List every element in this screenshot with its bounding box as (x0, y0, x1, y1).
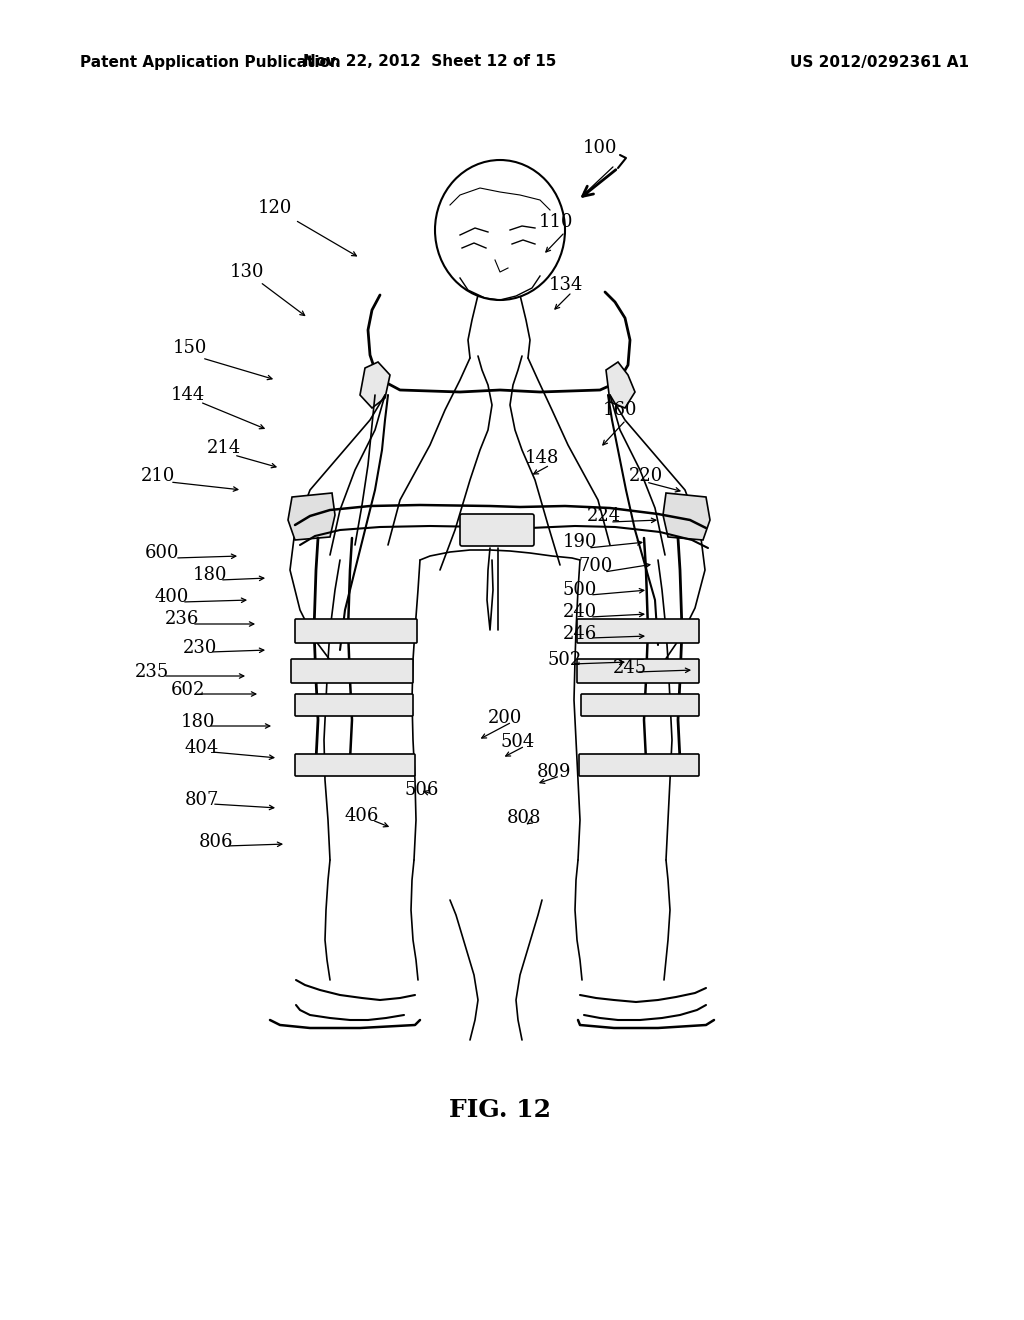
FancyBboxPatch shape (291, 659, 413, 682)
Text: 809: 809 (537, 763, 571, 781)
Text: 110: 110 (539, 213, 573, 231)
Text: 502: 502 (548, 651, 582, 669)
Polygon shape (288, 492, 335, 540)
FancyBboxPatch shape (295, 754, 415, 776)
Text: 236: 236 (165, 610, 200, 628)
Text: 246: 246 (563, 624, 597, 643)
Text: 245: 245 (613, 659, 647, 677)
Ellipse shape (435, 160, 565, 300)
Text: 220: 220 (629, 467, 664, 484)
Text: 120: 120 (258, 199, 292, 216)
Text: 214: 214 (207, 440, 241, 457)
Text: 100: 100 (583, 139, 617, 157)
Text: 230: 230 (183, 639, 217, 657)
Text: Patent Application Publication: Patent Application Publication (80, 54, 341, 70)
Text: 210: 210 (141, 467, 175, 484)
Text: 506: 506 (404, 781, 439, 799)
Text: 602: 602 (171, 681, 205, 700)
Text: 148: 148 (525, 449, 559, 467)
FancyBboxPatch shape (577, 659, 699, 682)
Text: 504: 504 (501, 733, 536, 751)
Text: 130: 130 (229, 263, 264, 281)
FancyBboxPatch shape (579, 754, 699, 776)
Text: 134: 134 (549, 276, 584, 294)
Text: 404: 404 (185, 739, 219, 756)
Polygon shape (663, 492, 710, 540)
Text: 160: 160 (603, 401, 637, 418)
Text: 224: 224 (587, 507, 622, 525)
Text: 144: 144 (171, 385, 205, 404)
Text: Nov. 22, 2012  Sheet 12 of 15: Nov. 22, 2012 Sheet 12 of 15 (303, 54, 557, 70)
Text: 808: 808 (507, 809, 542, 828)
Text: 240: 240 (563, 603, 597, 620)
FancyBboxPatch shape (295, 694, 413, 715)
Polygon shape (360, 362, 390, 408)
Polygon shape (606, 362, 635, 408)
Text: 180: 180 (181, 713, 215, 731)
Text: 235: 235 (135, 663, 169, 681)
FancyBboxPatch shape (460, 513, 534, 546)
Text: 400: 400 (155, 587, 189, 606)
Text: US 2012/0292361 A1: US 2012/0292361 A1 (790, 54, 969, 70)
FancyBboxPatch shape (295, 619, 417, 643)
FancyBboxPatch shape (581, 694, 699, 715)
Text: 600: 600 (144, 544, 179, 562)
Text: 806: 806 (199, 833, 233, 851)
Text: 807: 807 (184, 791, 219, 809)
Text: 200: 200 (487, 709, 522, 727)
Text: 406: 406 (345, 807, 379, 825)
Text: 180: 180 (193, 566, 227, 583)
Text: 700: 700 (579, 557, 613, 576)
Text: 150: 150 (173, 339, 207, 356)
FancyBboxPatch shape (577, 619, 699, 643)
Text: 190: 190 (563, 533, 597, 550)
Text: FIG. 12: FIG. 12 (449, 1098, 551, 1122)
Text: 500: 500 (563, 581, 597, 599)
